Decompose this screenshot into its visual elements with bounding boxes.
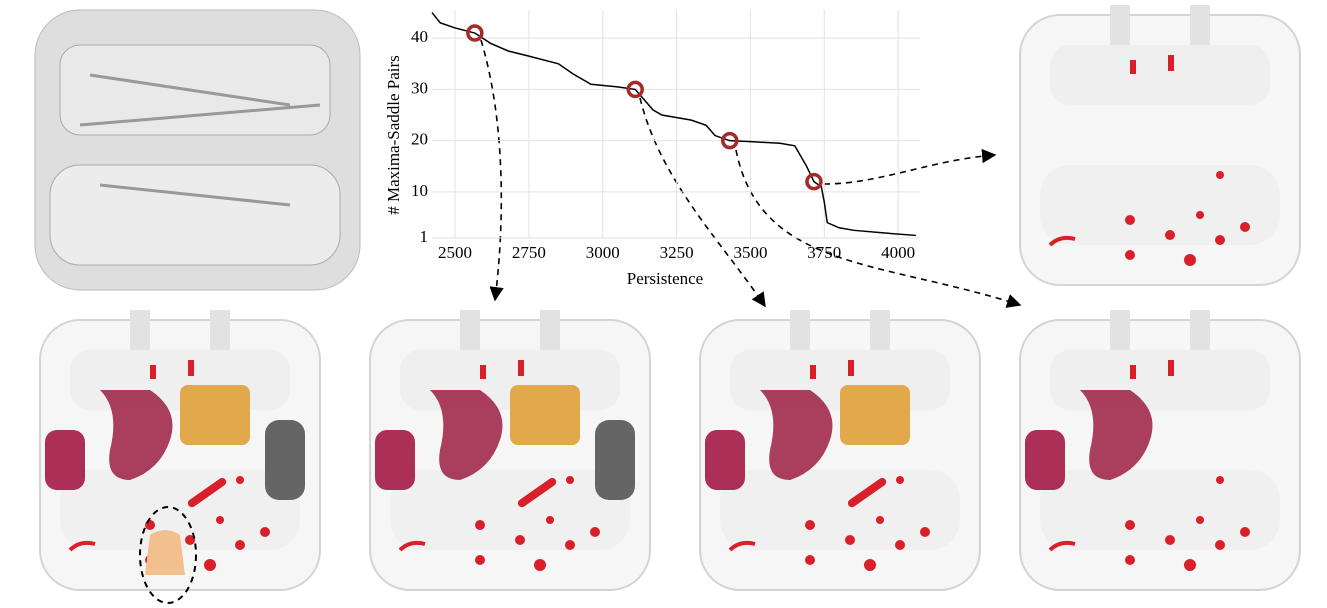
- y-tick-label: 10: [411, 181, 428, 200]
- marker: [805, 172, 823, 191]
- x-axis-label: Persistence: [627, 269, 703, 288]
- x-tick-label: 2750: [512, 243, 546, 262]
- marker: [466, 24, 484, 42]
- y-tick-label: 20: [411, 130, 428, 149]
- y-tick-label: 1: [420, 227, 429, 246]
- arrow: [823, 148, 997, 185]
- bag-image: [34, 9, 361, 291]
- y-axis-label: # Maxima-Saddle Pairs: [384, 55, 403, 215]
- segmentation-image: [699, 309, 981, 591]
- x-tick-label: 3250: [660, 243, 694, 262]
- y-tick-label: 30: [411, 78, 428, 97]
- segmentation-image: [39, 309, 321, 604]
- x-tick-label: 4000: [881, 243, 915, 262]
- segmentation-image: [1019, 309, 1301, 591]
- arrow: [480, 39, 504, 302]
- x-tick-label: 3750: [807, 243, 841, 262]
- arrow: [735, 149, 1022, 308]
- marker: [721, 131, 739, 150]
- segmentation-image: [1019, 4, 1301, 286]
- x-tick-label: 3500: [733, 243, 767, 262]
- x-tick-label: 3000: [586, 243, 620, 262]
- x-tick-label: 2500: [438, 243, 472, 262]
- marker: [626, 80, 644, 99]
- chart: Persistence # Maxima-Saddle Pairs 2500 27…: [384, 10, 920, 288]
- line: [431, 12, 916, 237]
- arrow: [639, 97, 766, 308]
- y-tick-label: 40: [411, 27, 428, 46]
- segmentation-image: [369, 309, 651, 591]
